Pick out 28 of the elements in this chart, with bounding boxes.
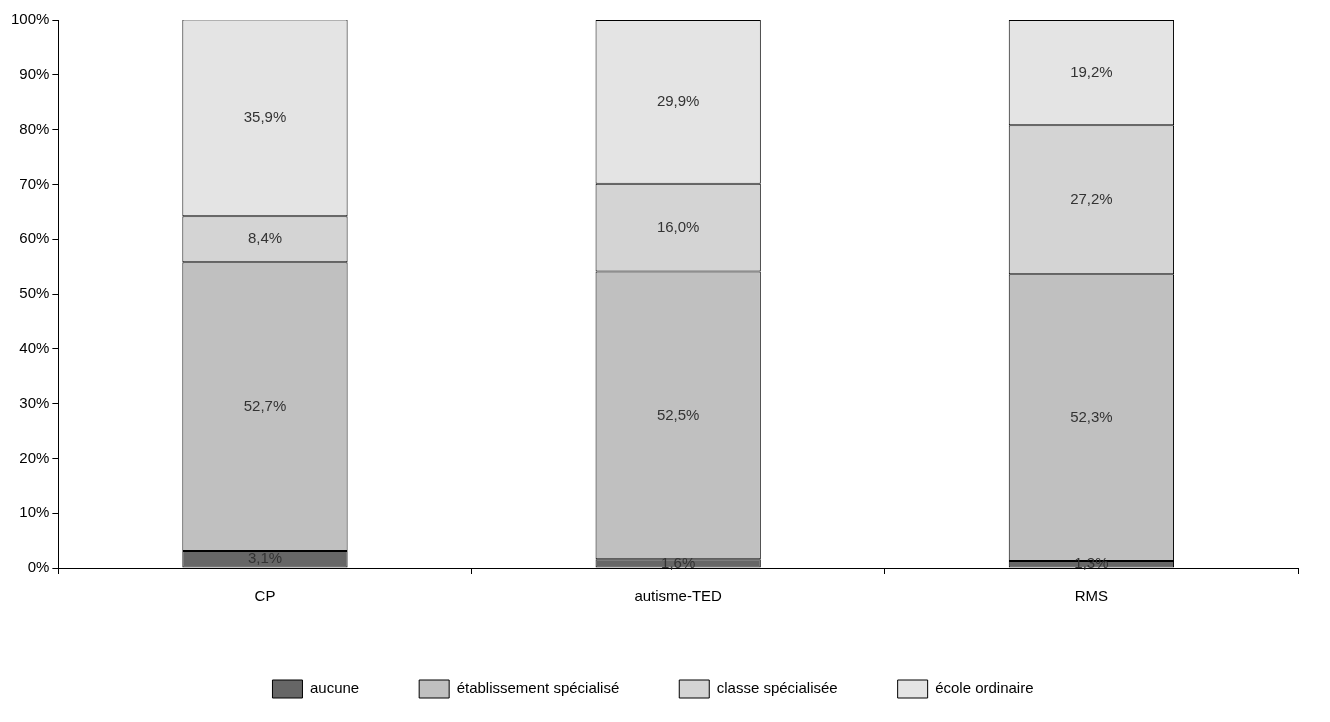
x-tick-label: CP	[254, 587, 276, 605]
data-label: 16,0%	[656, 217, 700, 235]
legend-label: classe spécialisée	[716, 679, 838, 697]
x-tick-label: autisme-TED	[634, 587, 723, 605]
legend-label: école ordinaire	[935, 679, 1034, 697]
data-label: 52,5%	[656, 405, 700, 423]
y-tick-label: 0%	[27, 558, 50, 576]
y-tick-label: 60%	[19, 229, 50, 247]
y-tick-label: 80%	[19, 119, 50, 137]
legend-label: aucune	[309, 679, 360, 697]
data-label: 52,3%	[1070, 407, 1113, 425]
y-tick-label: 50%	[19, 284, 50, 302]
y-tick-label: 70%	[19, 174, 50, 192]
legend-label: établissement spécialisé	[456, 679, 620, 697]
x-tick-label: RMS	[1074, 587, 1109, 605]
data-label: 52,7%	[243, 396, 287, 414]
data-label: 19,2%	[1070, 62, 1113, 80]
data-label: 35,9%	[243, 107, 287, 125]
y-tick-label: 100%	[10, 10, 50, 28]
y-tick-label: 90%	[19, 64, 50, 82]
data-label: 8,4%	[247, 229, 283, 247]
y-tick-label: 10%	[19, 503, 50, 521]
data-label: 27,2%	[1070, 189, 1113, 207]
y-tick-label: 20%	[19, 448, 50, 466]
data-label: 1,6%	[661, 553, 696, 571]
y-tick-label: 30%	[19, 393, 50, 411]
data-label: 29,9%	[656, 92, 700, 110]
y-tick-label: 40%	[19, 338, 50, 356]
